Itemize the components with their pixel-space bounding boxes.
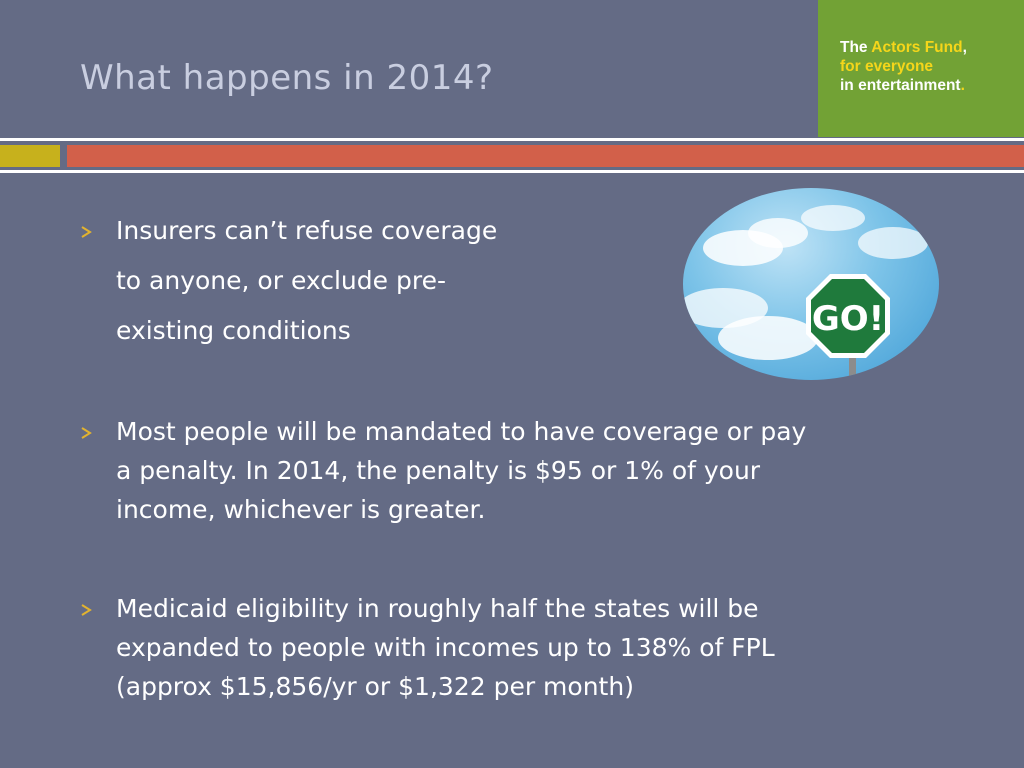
actors-fund-logo: The Actors Fund, for everyone in enterta… [818,0,1024,137]
go-sign-text: GO! [812,299,884,339]
bullet-3-line-2: expanded to people with incomes up to 13… [116,633,775,662]
divider-bottom [0,170,1024,173]
bullet-1-line-1: Insurers can’t refuse coverage [116,216,498,245]
slide-title: What happens in 2014? [80,58,494,98]
go-sign-image: GO! [683,188,939,380]
logo-line-3-pre: in entertainment [840,77,961,94]
bullet-3-text: Medicaid eligibility in roughly half the… [116,589,976,706]
bullet-2-line-1: Most people will be mandated to have cov… [116,417,807,446]
bullet-3-line-3: (approx $15,856/yr or $1,322 per month) [116,672,634,701]
arrow-bullet-icon [81,604,92,616]
logo-line-1-highlight: Actors Fund [871,39,963,56]
logo-line-1: The Actors Fund, [840,38,967,57]
logo-line-3: in entertainment. [840,76,967,95]
accent-bar-yellow [0,145,60,167]
go-sign-illustration: GO! [683,205,928,380]
logo-line-3-post: . [960,77,965,94]
logo-line-2: for everyone [840,58,934,75]
logo-line-1-post: , [962,39,967,56]
bullet-1-line-2: to anyone, or exclude pre- [116,266,446,295]
accent-bar-red [67,145,1024,167]
logo-text: The Actors Fund, for everyone in enterta… [840,38,967,95]
logo-line-1-pre: The [840,39,872,56]
bullet-3-line-1: Medicaid eligibility in roughly half the… [116,594,759,623]
arrow-bullet-icon [81,427,92,439]
bullet-2-line-2: a penalty. In 2014, the penalty is $95 o… [116,456,761,485]
bullet-2-text: Most people will be mandated to have cov… [116,412,976,529]
bullet-1-text: Insurers can’t refuse coverage to anyone… [116,211,976,350]
bullet-2-line-3: income, whichever is greater. [116,495,486,524]
divider-top [0,138,1024,141]
arrow-bullet-icon [81,226,92,238]
bullet-1-line-3: existing conditions [116,316,351,345]
